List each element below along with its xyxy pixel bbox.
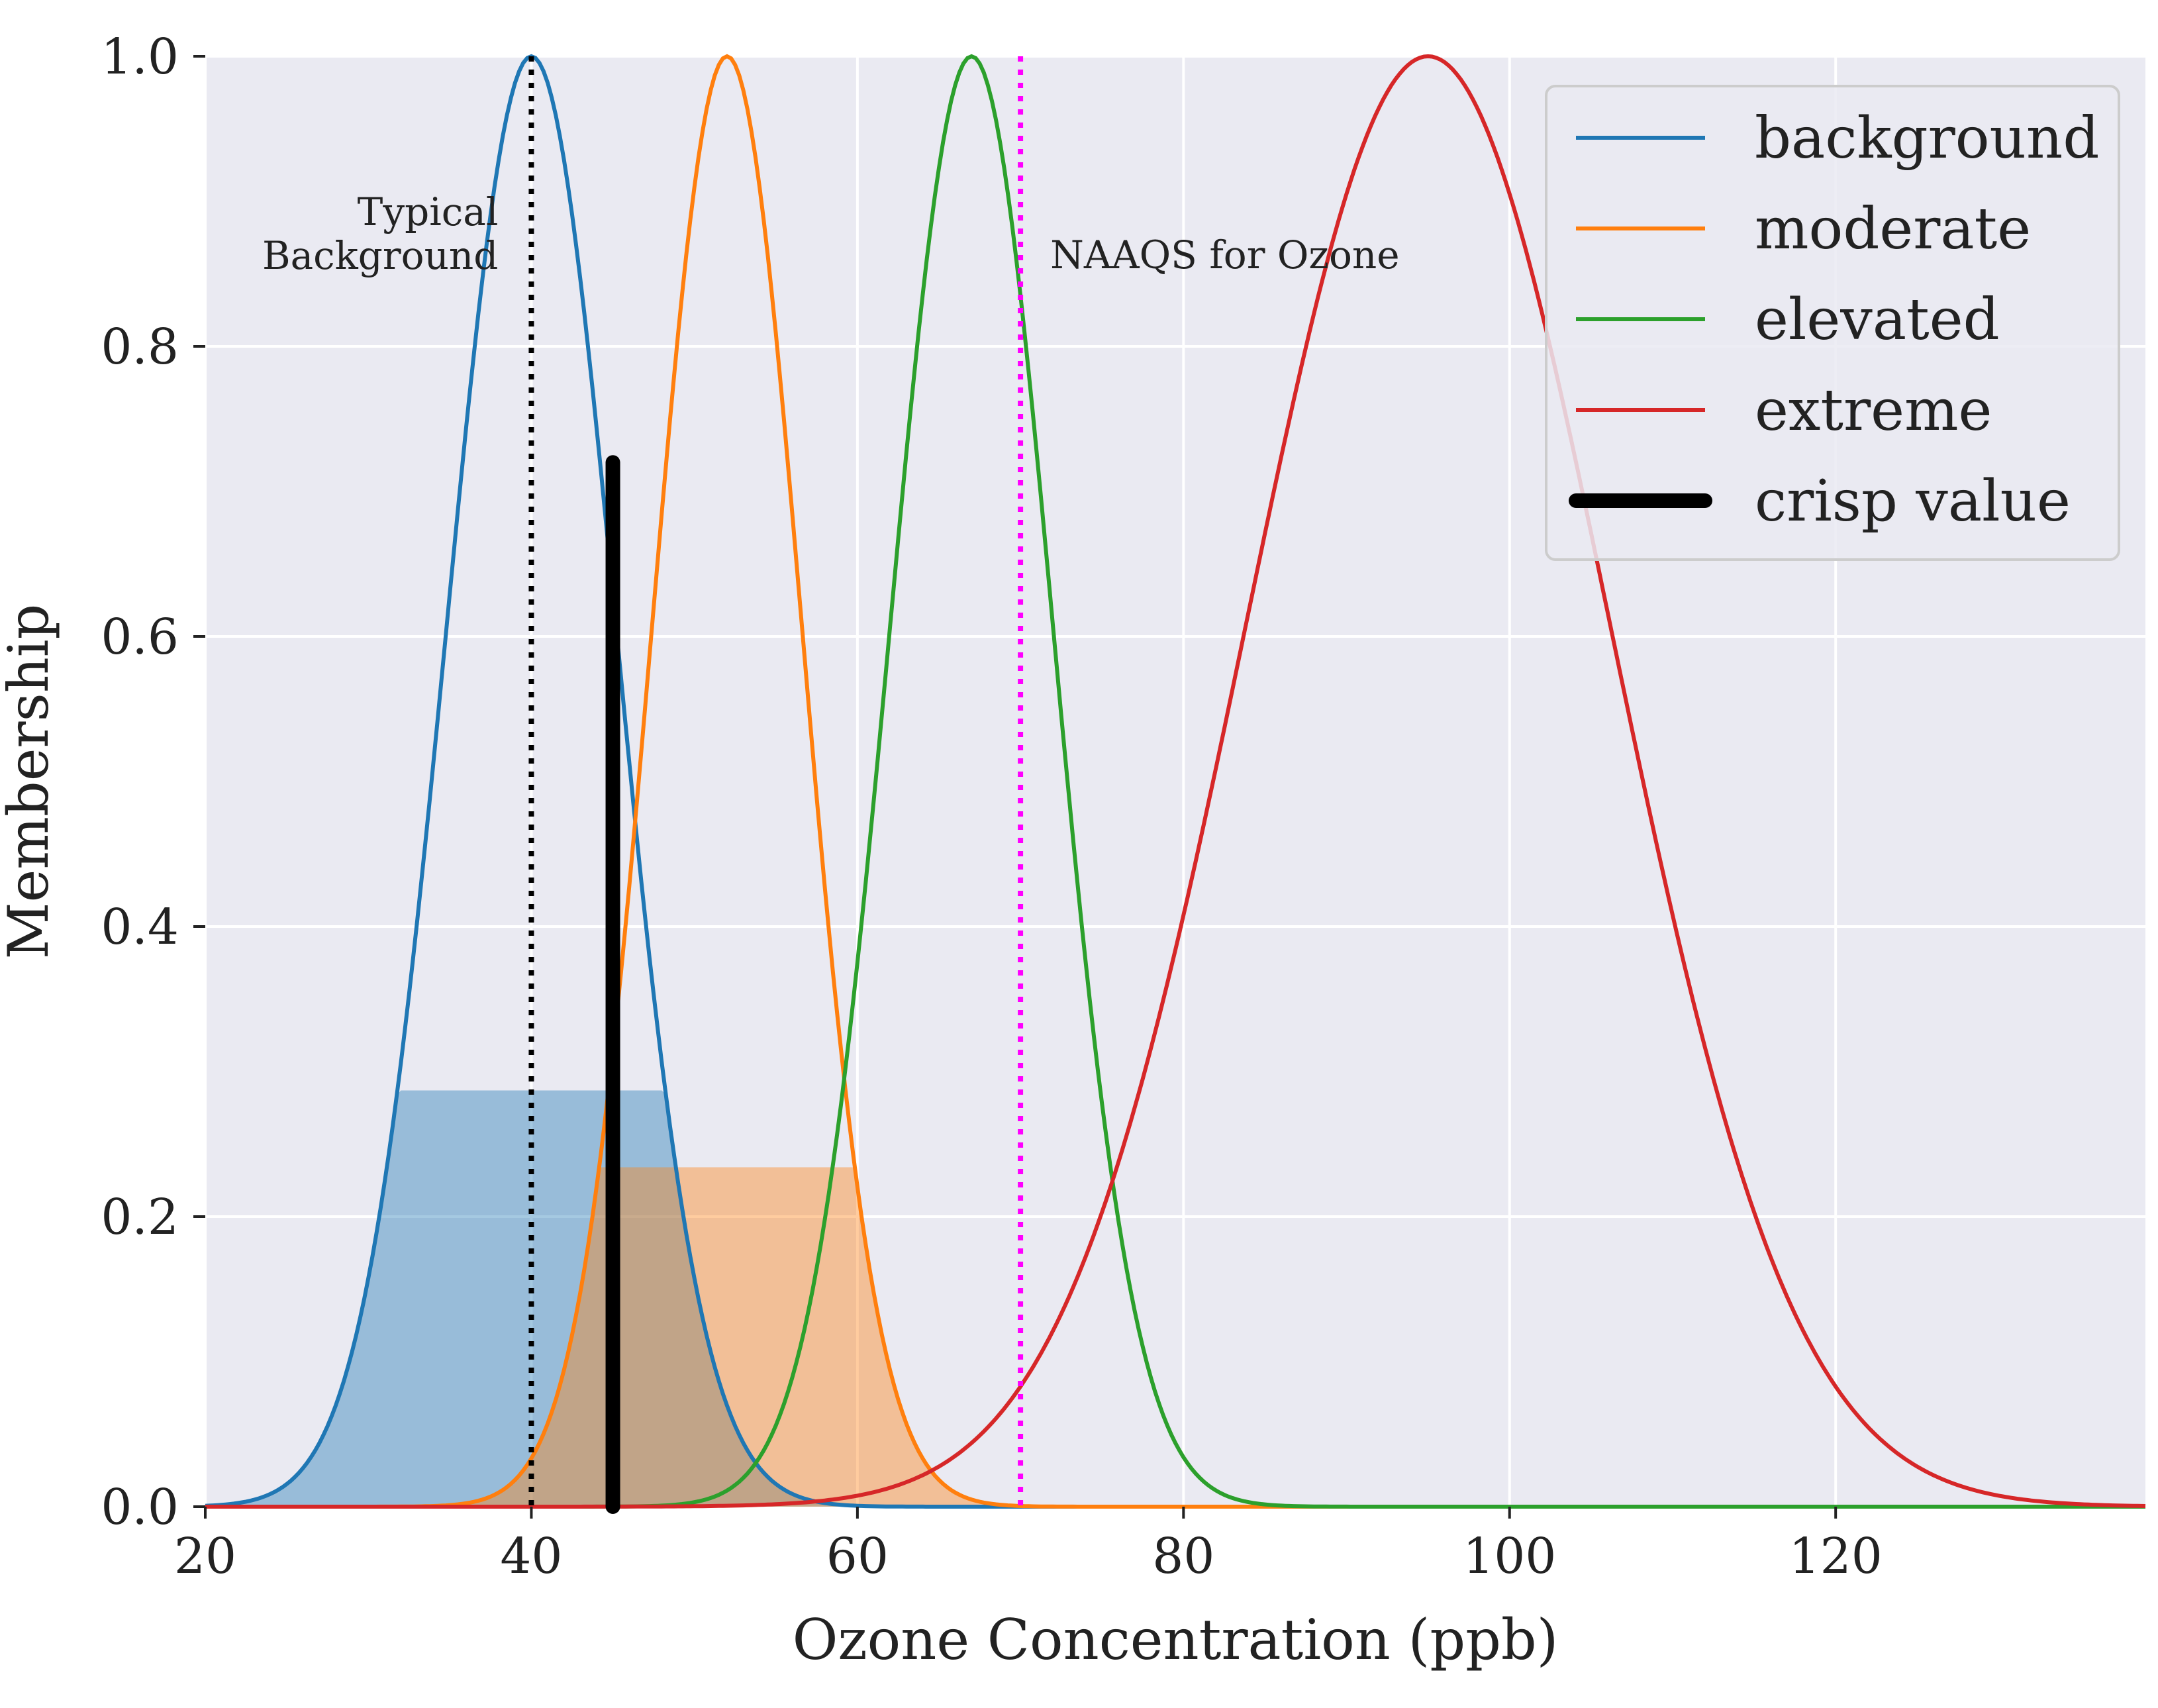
y-tick-label: 1.0: [101, 28, 179, 85]
y-tick-label: 0.6: [101, 609, 179, 666]
y-tick-label: 0.2: [101, 1189, 179, 1246]
legend-label: moderate: [1755, 196, 2031, 262]
legend: background moderate elevated extreme crisp v…: [1545, 85, 2120, 561]
curve-extreme: [205, 54, 2146, 1509]
reference-annotation: Typical: [358, 189, 499, 234]
x-tick-label: 120: [1789, 1528, 1883, 1585]
legend-label: extreme: [1755, 377, 1992, 444]
x-axis-label: Ozone Concentration (ppb): [793, 1607, 1559, 1672]
legend-label: crisp value: [1755, 468, 2071, 534]
series-curves: [205, 54, 2146, 1514]
shaded-region-background: [205, 1090, 2145, 1507]
axes: 20 40 60 80 100 120 0.0 0.2 0.4 0.6 0.8 1.0 Ozone Co…: [0, 28, 1883, 1672]
y-tick-label: 0.0: [101, 1479, 179, 1536]
x-tick-label: 60: [826, 1528, 889, 1585]
x-tick-label: 80: [1152, 1528, 1214, 1585]
legend-label: elevated: [1755, 287, 2000, 353]
x-tick-label: 40: [500, 1528, 562, 1585]
y-tick-label: 0.8: [101, 319, 179, 376]
reference-annotation: Background: [262, 233, 498, 278]
legend-label: background: [1755, 105, 2099, 172]
y-tick-label: 0.4: [101, 899, 179, 956]
x-tick-label: 20: [174, 1528, 236, 1585]
legend-box: [1545, 85, 2120, 561]
reference-annotation: NAAQS for Ozone: [1050, 232, 1399, 277]
y-axis-label: Membership: [0, 604, 61, 960]
x-tick-label: 100: [1463, 1528, 1556, 1585]
